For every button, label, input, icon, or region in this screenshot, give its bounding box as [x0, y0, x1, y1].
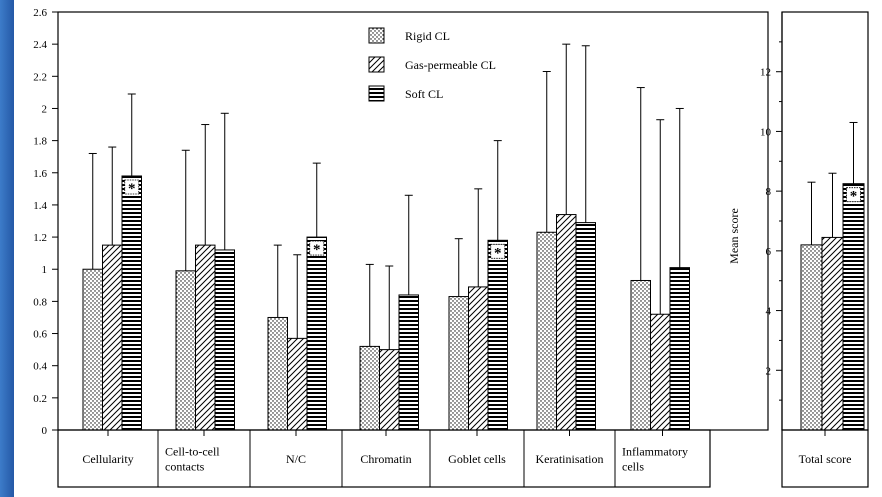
- category-label: Cell-to-cell: [165, 445, 220, 459]
- bar: [669, 267, 690, 431]
- bar: [630, 279, 651, 431]
- bar-chart: 00.20.40.60.811.21.41.61.822.22.42.6 ** *…: [33, 7, 869, 488]
- total-bars: *: [800, 121, 865, 431]
- total-panel: Mean score 2 4 6 8 10 12 * Total score: [727, 11, 869, 488]
- y-tick-label: 0.8: [33, 296, 47, 308]
- total-y-tick-label: 10: [760, 126, 772, 138]
- significance-box: [309, 240, 325, 256]
- category-label: Inflammatory: [622, 445, 688, 459]
- significance-box: [846, 187, 861, 203]
- legend-label: Gas-permeable CL: [405, 58, 496, 72]
- bar: [650, 313, 671, 431]
- total-y-tick-label: 2: [766, 365, 772, 377]
- legend-swatch: [368, 85, 385, 102]
- bar: [536, 231, 557, 431]
- total-y-tick-label: 8: [766, 186, 772, 198]
- y-tick-label: 1.2: [33, 232, 47, 244]
- bar: [267, 316, 288, 431]
- significance-marker: *: [850, 189, 858, 205]
- total-category-box: Total score: [781, 429, 869, 488]
- category-label: Goblet cells: [448, 452, 506, 466]
- y-tick-label: 1.8: [33, 136, 47, 148]
- category-label: Chromatin: [360, 452, 411, 466]
- bar: [82, 268, 103, 431]
- category-label: contacts: [165, 460, 205, 474]
- bar: [379, 349, 400, 431]
- significance-box: [490, 243, 506, 259]
- y-tick-label: 1.4: [33, 200, 47, 212]
- category-label: cells: [622, 460, 644, 474]
- legend: Rigid CL Gas-permeable CL Soft CL: [368, 27, 496, 102]
- total-y-axis: 2 4 6 8 10 12: [760, 12, 783, 430]
- total-y-tick-label: 12: [760, 67, 771, 79]
- y-tick-label: 2.6: [33, 7, 47, 19]
- category-label: N/C: [286, 452, 306, 466]
- bar: [287, 337, 308, 431]
- bar: [468, 286, 489, 431]
- y-tick-label: 0.6: [33, 329, 47, 341]
- y-tick-label: 2.2: [33, 71, 47, 83]
- bar: [575, 222, 596, 431]
- y-tick-label: 0.4: [33, 361, 47, 373]
- bar: [306, 236, 327, 431]
- bar: [800, 244, 823, 431]
- bar: [448, 296, 469, 431]
- total-y-axis-title: Mean score: [727, 208, 741, 264]
- main-panel: 00.20.40.60.811.21.41.61.822.22.42.6 ** *…: [33, 7, 769, 488]
- significance-marker: *: [313, 242, 321, 258]
- y-tick-label: 1: [42, 264, 48, 276]
- bar: [359, 345, 380, 431]
- significance-marker: *: [494, 245, 502, 261]
- bar: [487, 239, 508, 431]
- y-tick-label: 2: [42, 103, 48, 115]
- legend-label: Rigid CL: [405, 29, 450, 43]
- bar: [195, 244, 216, 431]
- total-y-tick-label: 6: [766, 246, 772, 258]
- slide-background-edge: [0, 0, 14, 497]
- chart-figure: 0 0.2 0.4 0.6 0.8 1 1.2 1.4 1.6 1.8 2 2.2 2.4 2.6 * * *…: [14, 0, 882, 497]
- legend-swatch: [368, 27, 385, 44]
- bar: [214, 249, 235, 431]
- significance-box: [124, 179, 140, 195]
- y-tick-label: 0.2: [33, 393, 47, 405]
- y-tick-label: 0: [42, 425, 48, 437]
- total-y-tick-label: 4: [766, 306, 772, 318]
- significance-marker: *: [128, 181, 136, 197]
- bar: [175, 270, 196, 431]
- main-bars: * * *: [82, 43, 690, 431]
- category-label: Total score: [799, 452, 852, 466]
- legend-swatch: [368, 56, 385, 73]
- bar: [821, 236, 844, 431]
- main-y-axis: 0 0.2 0.4 0.6 0.8 1 1.2 1.4 1.6 1.8 2 2.2 2.4 2.6: [33, 7, 58, 437]
- category-label: Cellularity: [82, 452, 133, 466]
- bar: [398, 294, 419, 431]
- bar: [121, 175, 142, 431]
- category-label: Keratinisation: [536, 452, 604, 466]
- legend-label: Soft CL: [405, 87, 443, 101]
- y-tick-label: 1.6: [33, 168, 47, 180]
- bar: [556, 214, 577, 431]
- bar: [842, 183, 865, 431]
- y-tick-label: 2.4: [33, 39, 47, 51]
- bar: [102, 244, 123, 431]
